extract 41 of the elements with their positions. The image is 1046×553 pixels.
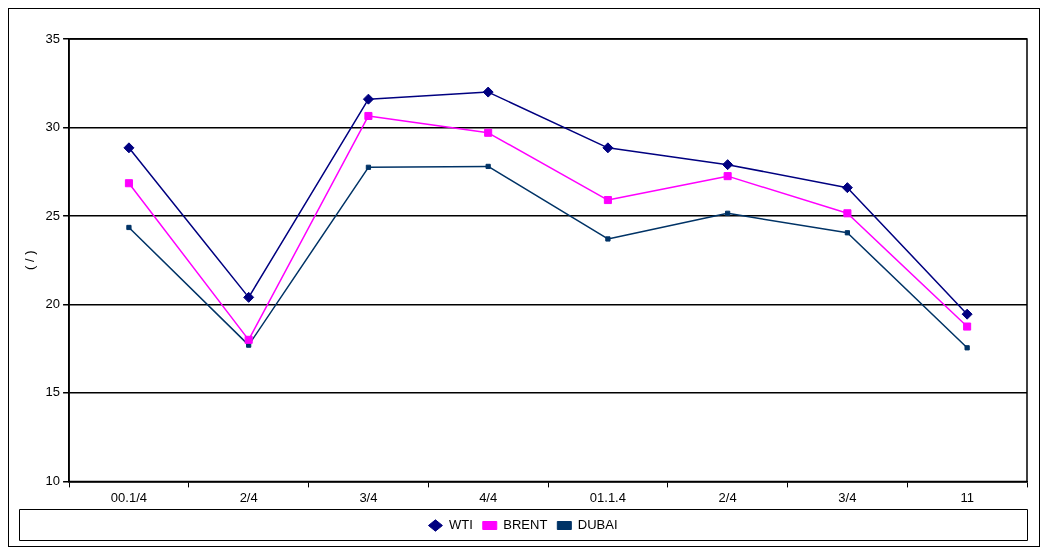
x-tick-label: 2/4: [718, 489, 737, 505]
point: [243, 291, 255, 303]
y-tick-label: 20: [45, 296, 61, 312]
point: [124, 179, 133, 188]
point: [482, 86, 494, 98]
point: [844, 230, 851, 236]
point: [603, 196, 612, 205]
legend-label: DUBAI: [577, 517, 618, 533]
point: [841, 182, 853, 194]
y-tick-label: 15: [45, 384, 61, 400]
point: [126, 224, 132, 231]
point: [963, 322, 972, 331]
point: [725, 210, 731, 216]
x-tick-label: 3/4: [359, 489, 378, 505]
x-tick-label: 11: [960, 489, 974, 505]
point: [964, 345, 970, 351]
point: [602, 142, 614, 154]
point: [961, 308, 973, 320]
y-tick-label: 30: [45, 119, 61, 135]
point: [123, 142, 135, 154]
x-tick-label: 00.1/4: [110, 489, 148, 505]
point: [843, 209, 852, 218]
x-tick-label: 4/4: [479, 489, 498, 505]
x-tick-label: 01.1.4: [589, 489, 626, 505]
legend-label: BRENT: [503, 517, 548, 533]
point: [485, 163, 491, 170]
y-tick-label: 10: [45, 472, 61, 488]
point: [362, 93, 374, 105]
y-tick-label: 35: [45, 30, 61, 46]
x-tick-label: 3/4: [838, 489, 857, 505]
point: [364, 111, 373, 121]
x-tick-label: 2/4: [239, 489, 258, 505]
y-axis-title: ( / ): [22, 250, 38, 270]
point: [365, 164, 372, 170]
y-tick-label: 25: [45, 207, 61, 223]
point: [244, 335, 253, 344]
point: [484, 128, 493, 137]
point: [723, 172, 732, 181]
point: [605, 236, 611, 242]
legend-label: WTI: [448, 517, 473, 533]
point: [722, 159, 734, 171]
